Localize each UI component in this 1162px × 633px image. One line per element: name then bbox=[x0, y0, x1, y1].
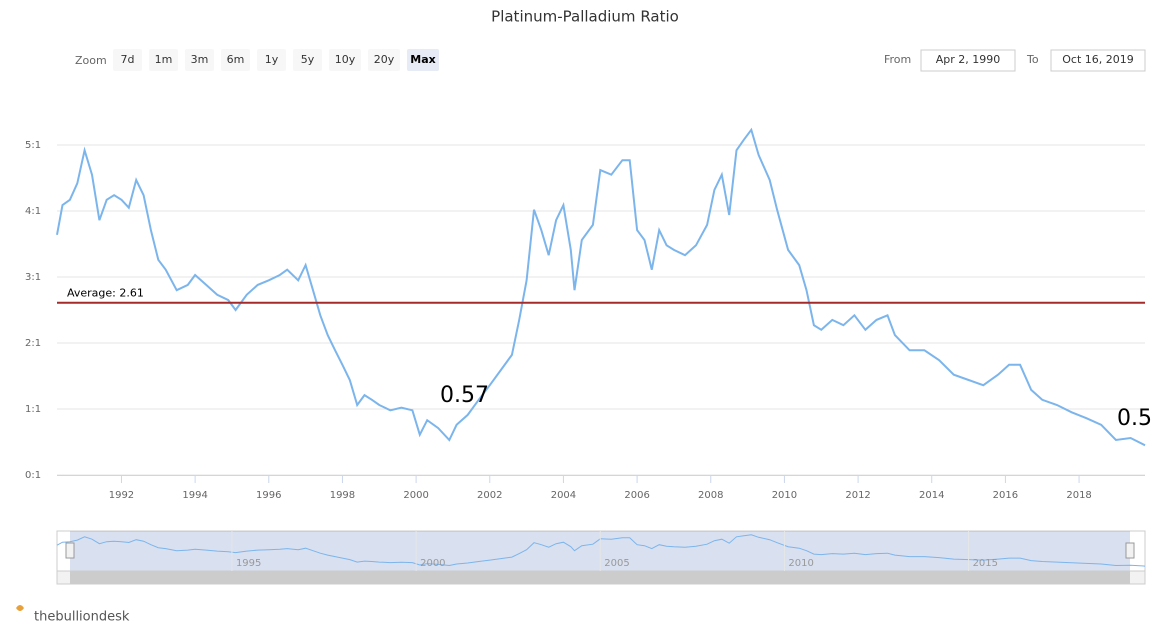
x-tick-label: 1996 bbox=[256, 490, 281, 501]
zoom-button-label[interactable]: 7d bbox=[121, 53, 135, 66]
logo-icon bbox=[16, 605, 24, 611]
zoom-button-label[interactable]: 5y bbox=[301, 53, 315, 66]
navigator-handle[interactable] bbox=[65, 542, 75, 559]
navigator-tick-label: 1995 bbox=[236, 558, 261, 569]
annotation: 0.57 bbox=[440, 383, 489, 408]
zoom-button[interactable]: 6m bbox=[221, 49, 250, 71]
zoom-button-label[interactable]: 20y bbox=[374, 53, 395, 66]
zoom-button[interactable]: 20y bbox=[368, 49, 400, 71]
zoom-button-label[interactable]: 6m bbox=[227, 53, 245, 66]
zoom-button-bg bbox=[368, 49, 400, 71]
from-input[interactable]: Apr 2, 1990 bbox=[920, 49, 1016, 72]
zoom-button[interactable]: 1y bbox=[257, 49, 286, 71]
x-tick-label: 2012 bbox=[845, 490, 870, 501]
to-value[interactable]: Oct 16, 2019 bbox=[1062, 53, 1134, 66]
x-tick-label: 2018 bbox=[1066, 490, 1091, 501]
navigator-line bbox=[56, 534, 1146, 567]
y-tick-label: 4:1 bbox=[25, 206, 41, 217]
navigator-tick-label: 2005 bbox=[604, 558, 629, 569]
zoom-button-bg bbox=[185, 49, 214, 71]
zoom-button[interactable]: 1m bbox=[149, 49, 178, 71]
y-tick-label: 2:1 bbox=[25, 338, 41, 349]
zoom-button-label[interactable]: 1m bbox=[155, 53, 173, 66]
zoom-button-bg bbox=[221, 49, 250, 71]
scrollbar-thumb[interactable] bbox=[70, 571, 1130, 584]
zoom-label: Zoom bbox=[75, 54, 107, 67]
navigator-tick-label: 2000 bbox=[420, 558, 445, 569]
x-tick-label: 2002 bbox=[477, 490, 502, 501]
y-tick-label: 0:1 bbox=[25, 470, 41, 481]
zoom-button[interactable]: 5y bbox=[293, 49, 322, 71]
navigator-handle[interactable] bbox=[1125, 542, 1135, 559]
zoom-button[interactable]: 7d bbox=[113, 49, 142, 71]
x-tick-label: 2008 bbox=[698, 490, 723, 501]
annotation: 0.5 bbox=[1117, 406, 1152, 431]
x-tick-label: 2000 bbox=[403, 490, 428, 501]
zoom-button-bg bbox=[113, 49, 142, 71]
y-tick-label: 5:1 bbox=[25, 140, 41, 151]
zoom-button-label[interactable]: 1y bbox=[265, 53, 279, 66]
price-line bbox=[56, 127, 1146, 447]
zoom-button[interactable]: 10y bbox=[329, 49, 361, 71]
from-value[interactable]: Apr 2, 1990 bbox=[936, 53, 1001, 66]
zoom-button-label[interactable]: 10y bbox=[335, 53, 356, 66]
x-tick-label: 2014 bbox=[919, 490, 944, 501]
logo: thebulliondesk bbox=[34, 610, 130, 625]
navigator-tick-label: 2010 bbox=[788, 558, 813, 569]
to-label: To bbox=[1026, 53, 1039, 66]
average-label: Average: 2.61 bbox=[67, 287, 144, 300]
zoom-button-bg bbox=[257, 49, 286, 71]
navigator-tick-label: 2015 bbox=[973, 558, 998, 569]
to-input[interactable]: Oct 16, 2019 bbox=[1050, 49, 1146, 72]
zoom-button-label[interactable]: 3m bbox=[191, 53, 209, 66]
zoom-button-bg bbox=[293, 49, 322, 71]
x-tick-label: 1992 bbox=[109, 490, 134, 501]
zoom-button-label[interactable]: Max bbox=[410, 53, 435, 66]
zoom-button-bg bbox=[329, 49, 361, 71]
zoom-button-bg bbox=[407, 49, 439, 71]
x-tick-label: 2006 bbox=[624, 490, 649, 501]
zoom-button[interactable]: Max bbox=[407, 49, 439, 71]
y-tick-label: 3:1 bbox=[25, 272, 41, 283]
x-tick-label: 1994 bbox=[182, 490, 207, 501]
zoom-button-bg bbox=[149, 49, 178, 71]
x-tick-label: 1998 bbox=[330, 490, 355, 501]
y-tick-label: 1:1 bbox=[25, 404, 41, 415]
x-tick-label: 2016 bbox=[993, 490, 1018, 501]
from-label: From bbox=[884, 53, 911, 66]
x-tick-label: 2010 bbox=[772, 490, 797, 501]
x-tick-label: 2004 bbox=[551, 490, 576, 501]
zoom-button[interactable]: 3m bbox=[185, 49, 214, 71]
chart-title: Platinum-Palladium Ratio bbox=[491, 8, 679, 26]
